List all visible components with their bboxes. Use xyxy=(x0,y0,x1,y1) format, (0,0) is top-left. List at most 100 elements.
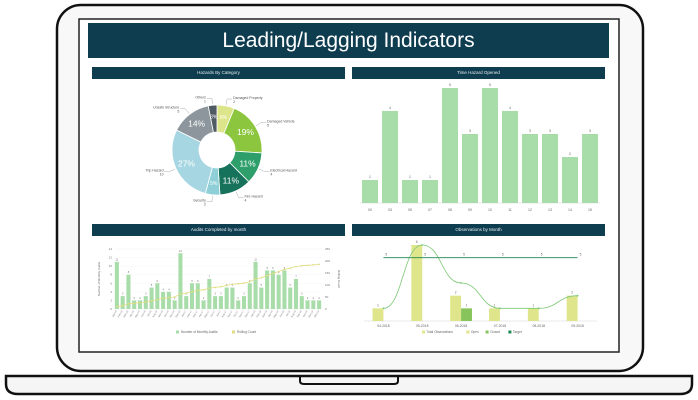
audit-bar[interactable] xyxy=(137,300,143,309)
rolling-count-point[interactable] xyxy=(243,282,245,284)
rolling-count-point[interactable] xyxy=(185,292,188,294)
audit-bar[interactable] xyxy=(305,300,310,309)
audit-bar[interactable] xyxy=(161,291,166,309)
audit-bar[interactable] xyxy=(311,300,316,309)
rolling-count-point[interactable] xyxy=(266,274,268,277)
rolling-count-point[interactable] xyxy=(150,300,153,302)
audit-bar[interactable] xyxy=(259,287,264,309)
bar[interactable] xyxy=(382,111,398,203)
rolling-count-point[interactable] xyxy=(116,305,118,308)
audit-bar[interactable] xyxy=(213,296,218,309)
audit-bar[interactable] xyxy=(218,296,223,309)
rolling-count-point[interactable] xyxy=(133,302,136,305)
open-bar[interactable] xyxy=(372,308,384,321)
audit-bar[interactable] xyxy=(317,300,322,309)
rolling-count-point[interactable] xyxy=(237,283,240,285)
audit-bar[interactable] xyxy=(247,283,252,309)
rolling-count-point[interactable] xyxy=(283,268,286,271)
audit-bar[interactable] xyxy=(166,291,171,309)
audit-bar[interactable] xyxy=(253,261,258,309)
legend-label: Rolling Count xyxy=(237,330,256,334)
rolling-count-point[interactable] xyxy=(272,272,274,275)
open-bar[interactable] xyxy=(566,295,578,321)
bar[interactable] xyxy=(502,111,518,203)
rolling-count-point[interactable] xyxy=(127,302,130,305)
audit-bar[interactable] xyxy=(132,300,137,309)
rolling-count-point[interactable] xyxy=(202,289,205,291)
audit-bar[interactable] xyxy=(236,300,241,309)
rolling-count-point[interactable] xyxy=(173,296,176,298)
bar[interactable] xyxy=(462,134,478,203)
bar[interactable] xyxy=(402,180,418,203)
audit-bar[interactable] xyxy=(241,296,247,309)
rolling-count-point[interactable] xyxy=(289,267,292,269)
audit-bar[interactable] xyxy=(299,296,304,309)
audit-bar[interactable] xyxy=(114,261,119,309)
bar[interactable] xyxy=(422,180,438,203)
rolling-count-point[interactable] xyxy=(225,284,228,287)
audit-bar[interactable] xyxy=(189,283,195,309)
rolling-count-point[interactable] xyxy=(196,289,199,292)
bar[interactable] xyxy=(562,157,578,203)
total-observations-point[interactable] xyxy=(382,307,385,310)
audit-bar[interactable] xyxy=(207,279,212,309)
rolling-count-point[interactable] xyxy=(139,301,141,304)
rolling-count-point[interactable] xyxy=(248,280,251,283)
closed-bar[interactable] xyxy=(461,308,472,321)
rolling-count-point[interactable] xyxy=(121,304,124,307)
rolling-count-point[interactable] xyxy=(254,278,257,280)
audit-bar[interactable] xyxy=(224,287,229,309)
audit-bar[interactable] xyxy=(270,270,275,309)
rolling-count-point[interactable] xyxy=(162,297,164,300)
rolling-count-point[interactable] xyxy=(300,265,303,267)
bar[interactable] xyxy=(582,134,598,203)
audit-bar[interactable] xyxy=(155,283,160,309)
total-observations-point[interactable] xyxy=(537,307,540,310)
total-observations-point[interactable] xyxy=(460,282,462,284)
rolling-count-point[interactable] xyxy=(318,263,320,266)
pie-slice[interactable] xyxy=(207,104,218,133)
bar[interactable] xyxy=(362,180,378,203)
rolling-count-point[interactable] xyxy=(260,277,263,279)
audit-bar[interactable] xyxy=(184,296,189,309)
x-tick-label: Sep-16 xyxy=(158,309,165,318)
open-bar[interactable] xyxy=(411,245,423,321)
rolling-count-point[interactable] xyxy=(231,283,234,286)
audit-bar[interactable] xyxy=(149,287,154,309)
audit-bar[interactable] xyxy=(288,287,293,309)
audit-bar[interactable] xyxy=(230,287,235,309)
audit-bar[interactable] xyxy=(195,283,200,309)
open-bar[interactable] xyxy=(489,308,500,321)
total-observations-point[interactable] xyxy=(499,307,501,310)
audit-bar[interactable] xyxy=(282,270,287,309)
audit-bar[interactable] xyxy=(178,253,183,309)
bar[interactable] xyxy=(482,88,498,203)
audit-bar[interactable] xyxy=(120,296,125,309)
bar[interactable] xyxy=(522,134,538,203)
rolling-count-point[interactable] xyxy=(306,264,309,267)
bar[interactable] xyxy=(442,88,458,203)
rolling-count-point[interactable] xyxy=(295,265,297,268)
audit-bar[interactable] xyxy=(293,279,299,309)
rolling-count-point[interactable] xyxy=(208,287,211,289)
total-observations-point[interactable] xyxy=(421,244,424,246)
rolling-count-point[interactable] xyxy=(179,293,182,295)
rolling-count-point[interactable] xyxy=(191,290,193,293)
rolling-count-point[interactable] xyxy=(277,270,280,273)
audit-bar[interactable] xyxy=(276,274,281,309)
open-bar[interactable] xyxy=(450,295,462,321)
audit-bar[interactable] xyxy=(201,300,206,309)
audit-bar[interactable] xyxy=(172,300,177,309)
rolling-count-point[interactable] xyxy=(220,285,222,288)
rolling-count-point[interactable] xyxy=(168,296,170,299)
audit-bar[interactable] xyxy=(265,270,270,309)
open-bar[interactable] xyxy=(527,308,539,321)
rolling-count-point[interactable] xyxy=(312,264,315,266)
rolling-count-point[interactable] xyxy=(144,301,147,303)
rolling-count-point[interactable] xyxy=(156,298,159,301)
pie-slice[interactable] xyxy=(171,129,213,194)
bar[interactable] xyxy=(542,134,558,203)
audit-bar[interactable] xyxy=(126,274,131,309)
rolling-count-point[interactable] xyxy=(214,286,216,289)
total-observations-point[interactable] xyxy=(576,294,579,297)
